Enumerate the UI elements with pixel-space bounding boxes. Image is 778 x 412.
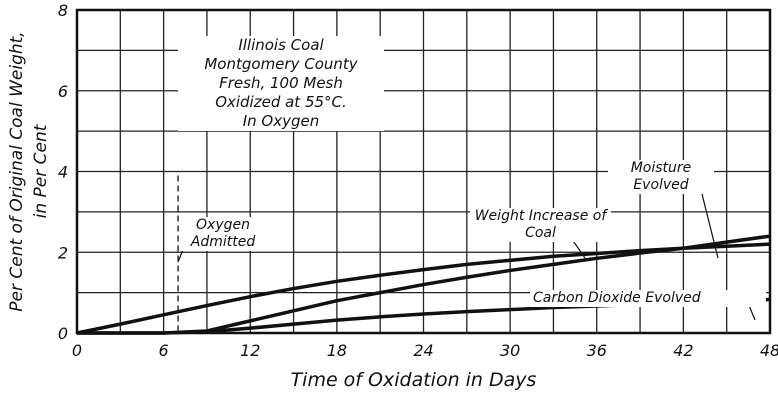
title-line: Fresh, 100 Mesh: [219, 74, 343, 92]
x-tick-label: 12: [240, 341, 260, 360]
x-tick-label: 48: [760, 341, 778, 360]
x-tick-label: 42: [673, 341, 693, 360]
y-tick-label: 2: [58, 243, 68, 262]
title-line: Illinois Coal: [238, 36, 324, 54]
y-axis-label: Per Cent of Original Coal Weight,: [7, 31, 27, 311]
y-tick-label: 0: [58, 324, 68, 343]
title-line: In Oxygen: [242, 112, 320, 130]
series-label: Carbon Dioxide Evolved: [530, 290, 766, 307]
annotation: Oxygen Admitted: [180, 217, 266, 251]
x-tick-label: 18: [327, 341, 347, 360]
title-line: Oxidized at 55°C.: [215, 93, 347, 111]
y-axis-label: in Per Cent: [31, 123, 51, 218]
x-tick-label: 6: [159, 341, 169, 360]
y-tick-label: 8: [58, 1, 68, 20]
y-tick-label: 4: [58, 163, 68, 182]
x-tick-label: 24: [413, 341, 433, 360]
title-block: Illinois Coal Montgomery County Fresh, 100…: [178, 36, 384, 131]
title-line: Montgomery County: [204, 55, 358, 73]
series-label: Weight Increase of Coal: [470, 208, 611, 242]
x-tick-label: 30: [500, 341, 520, 360]
x-tick-label: 36: [587, 341, 607, 360]
x-tick-label: 0: [72, 341, 82, 360]
series-label: Moisture Evolved: [608, 160, 714, 194]
x-axis-label: Time of Oxidation in Days: [291, 369, 537, 391]
plot-frame: [75, 8, 772, 335]
y-tick-label: 6: [58, 82, 68, 101]
